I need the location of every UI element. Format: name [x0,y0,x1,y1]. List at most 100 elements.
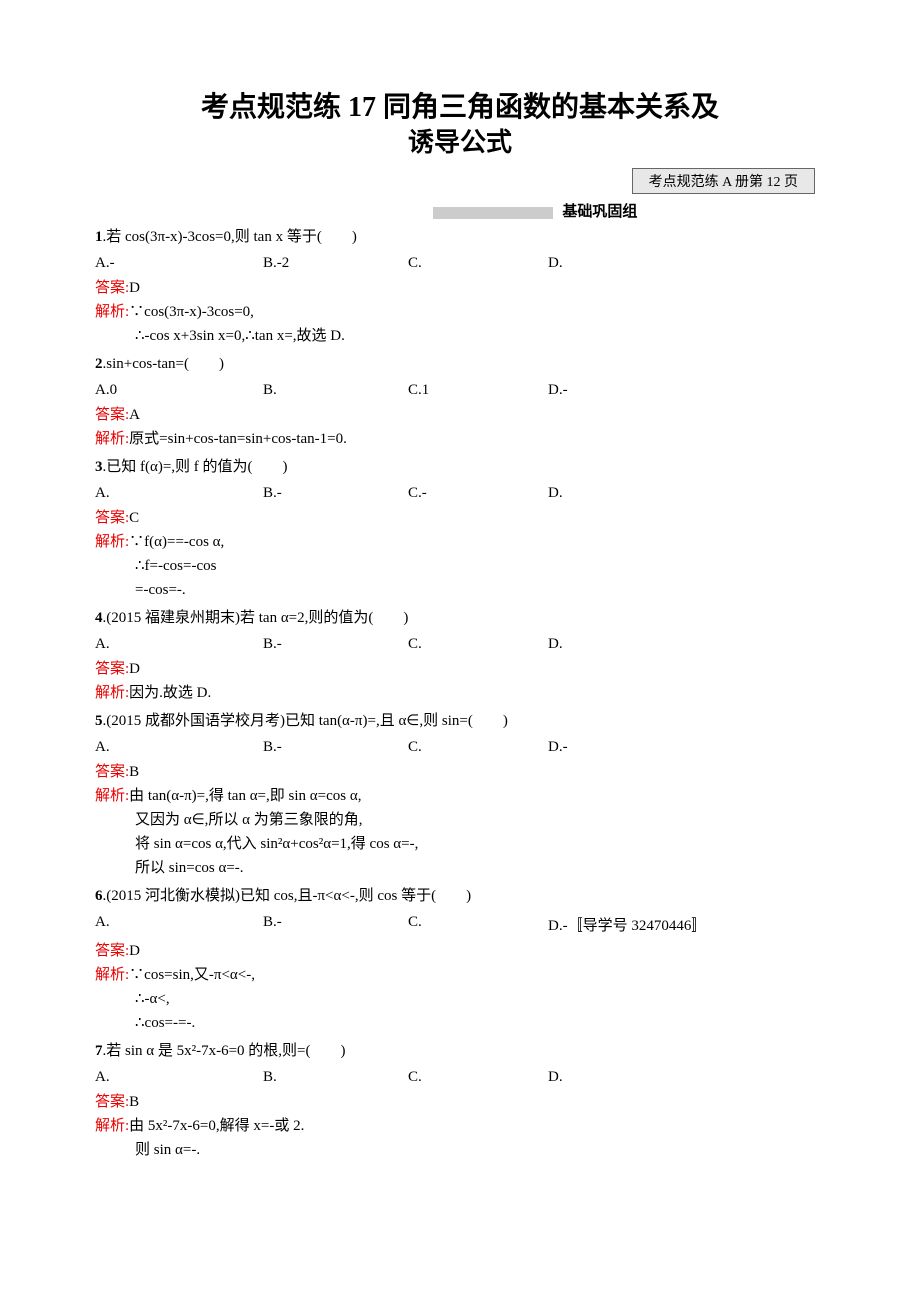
explain-text: ∵f(α)==-cos α, [129,534,224,550]
answer-label: 答案: [95,1094,129,1110]
question-number: 4 [95,610,103,626]
answer-label: 答案: [95,510,129,526]
explain-continuation: ∴-α<, [95,987,825,1011]
choice-d: D.- [548,382,825,399]
ref-box-text: 考点规范练 A 册第 12 页 [632,168,815,194]
choices-row: A.B.-C.D.-〚导学号 32470446〛 [95,914,825,935]
choice-c: C.- [408,485,548,502]
question-text: .sin+cos-tan=( ) [103,356,224,372]
question-text: .(2015 福建泉州期末)若 tan α=2,则的值为( ) [103,610,409,626]
question-number: 1 [95,229,103,245]
explain-continuation: 将 sin α=cos α,代入 sin²α+cos²α=1,得 cos α=-… [95,832,825,856]
question-number: 2 [95,356,103,372]
answer-line: 答案:D [95,276,825,300]
question-stem: 7.若 sin α 是 5x²-7x-6=0 的根,则=( ) [95,1039,825,1063]
answer-label: 答案: [95,764,129,780]
choices-row: A.B.C.D. [95,1069,825,1086]
explain-first-line: 解析:因为.故选 D. [95,681,825,705]
question-stem: 3.已知 f(α)=,则 f 的值为( ) [95,455,825,479]
choice-d: D. [548,636,825,653]
answer-value: B [129,764,139,780]
answer-value: A [129,407,140,423]
answer-value: D [129,280,140,296]
choices-row: A.-B.-2C.D. [95,255,825,272]
choice-a: A. [95,485,263,502]
section-decoration [433,207,553,219]
choices-row: A.B.-C.-D. [95,485,825,502]
choice-b: B.-2 [263,255,408,272]
explain-label: 解析: [95,967,129,983]
explain-label: 解析: [95,788,129,804]
explain-text: 因为.故选 D. [129,685,211,701]
question-stem: 4.(2015 福建泉州期末)若 tan α=2,则的值为( ) [95,606,825,630]
explain-text: 由 5x²-7x-6=0,解得 x=-或 2. [129,1118,304,1134]
choice-a: A. [95,914,263,935]
explain-continuation: =-cos=-. [95,578,825,602]
answer-value: D [129,943,140,959]
question-text: .已知 f(α)=,则 f 的值为( ) [103,459,288,475]
choices-row: A.B.-C.D.- [95,739,825,756]
explain-text: 原式=sin+cos-tan=sin+cos-tan-1=0. [129,431,347,447]
question-number: 7 [95,1043,103,1059]
question-text: .若 sin α 是 5x²-7x-6=0 的根,则=( ) [103,1043,346,1059]
choice-c: C. [408,636,548,653]
answer-line: 答案:A [95,403,825,427]
choice-c: C. [408,739,548,756]
choice-d: D. [548,1069,825,1086]
question-text: .(2015 成都外国语学校月考)已知 tan(α-π)=,且 α∈,则 sin… [103,713,508,729]
explain-first-line: 解析:∵cos(3π-x)-3cos=0, [95,300,825,324]
question-number: 5 [95,713,103,729]
explain-continuation: 又因为 α∈,所以 α 为第三象限的角, [95,808,825,832]
section-header: 基础巩固组 [95,200,825,221]
explain-continuation: ∴-cos x+3sin x=0,∴tan x=,故选 D. [95,324,825,348]
choice-c: C. [408,1069,548,1086]
choices-row: A.B.-C.D. [95,636,825,653]
choice-b: B.- [263,636,408,653]
explain-continuation: 则 sin α=-. [95,1138,825,1162]
choices-row: A.0B.C.1D.- [95,382,825,399]
choice-b: B.- [263,914,408,935]
answer-label: 答案: [95,943,129,959]
explain-text: ∵cos(3π-x)-3cos=0, [129,304,254,320]
answer-line: 答案:B [95,1090,825,1114]
question-text: .若 cos(3π-x)-3cos=0,则 tan x 等于( ) [103,229,357,245]
explain-label: 解析: [95,431,129,447]
choice-c: C.1 [408,382,548,399]
choice-b: B. [263,1069,408,1086]
explain-first-line: 解析:∵f(α)==-cos α, [95,530,825,554]
choice-d: D.-〚导学号 32470446〛 [548,914,825,935]
answer-label: 答案: [95,280,129,296]
explain-continuation: ∴f=-cos=-cos [95,554,825,578]
choice-a: A.0 [95,382,263,399]
explain-label: 解析: [95,1118,129,1134]
explain-first-line: 解析:由 tan(α-π)=,得 tan α=,即 sin α=cos α, [95,784,825,808]
question-number: 6 [95,888,103,904]
answer-line: 答案:B [95,760,825,784]
section-header-text: 基础巩固组 [562,204,637,220]
answer-line: 答案:D [95,939,825,963]
explain-text: ∵cos=sin,又-π<α<-, [129,967,255,983]
explain-text: 由 tan(α-π)=,得 tan α=,即 sin α=cos α, [129,788,361,804]
answer-value: B [129,1094,139,1110]
ref-box: 考点规范练 A 册第 12 页 [95,168,815,194]
explain-label: 解析: [95,685,129,701]
choice-d: D. [548,485,825,502]
choice-a: A. [95,1069,263,1086]
answer-line: 答案:D [95,657,825,681]
explain-label: 解析: [95,534,129,550]
explain-label: 解析: [95,304,129,320]
title-line2: 诱导公式 [95,126,825,160]
choice-c: C. [408,914,548,935]
choice-a: A. [95,739,263,756]
explain-first-line: 解析:∵cos=sin,又-π<α<-, [95,963,825,987]
question-stem: 5.(2015 成都外国语学校月考)已知 tan(α-π)=,且 α∈,则 si… [95,709,825,733]
choice-c: C. [408,255,548,272]
answer-value: D [129,661,140,677]
question-text: .(2015 河北衡水模拟)已知 cos,且-π<α<-,则 cos 等于( ) [103,888,472,904]
explain-continuation: ∴cos=-=-. [95,1011,825,1035]
choice-b: B. [263,382,408,399]
choice-a: A. [95,636,263,653]
explain-first-line: 解析:由 5x²-7x-6=0,解得 x=-或 2. [95,1114,825,1138]
choice-d: D. [548,255,825,272]
question-stem: 1.若 cos(3π-x)-3cos=0,则 tan x 等于( ) [95,225,825,249]
